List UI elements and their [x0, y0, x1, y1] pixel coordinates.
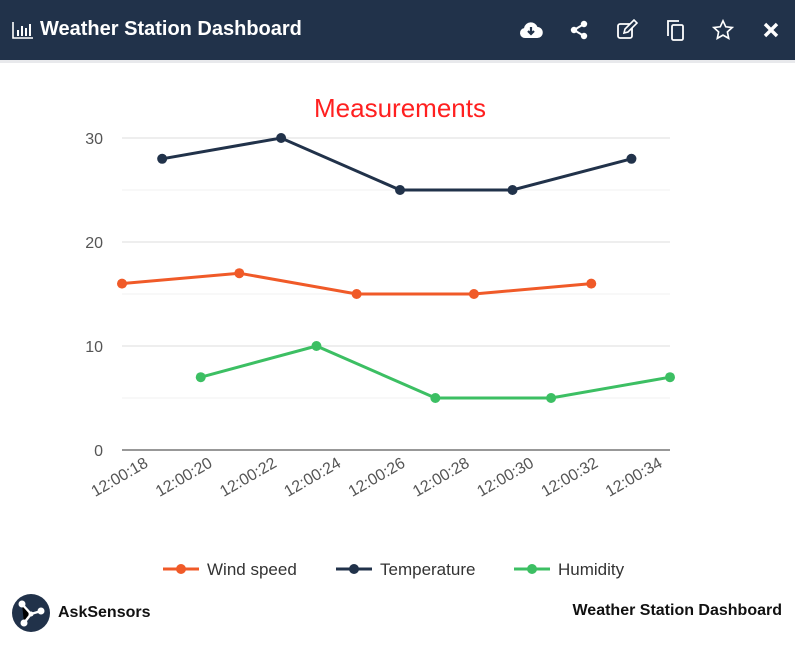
- data-point: [430, 393, 441, 403]
- close-icon[interactable]: [759, 18, 783, 42]
- data-point: [546, 393, 557, 403]
- legend-swatch-marker: [349, 564, 359, 574]
- y-tick-label: 20: [85, 235, 103, 252]
- chart-title: Measurements: [314, 93, 486, 123]
- window-title: Weather Station Dashboard: [12, 18, 302, 41]
- y-tick-label: 0: [94, 443, 103, 460]
- data-point: [626, 153, 637, 164]
- legend-item-label[interactable]: Humidity: [558, 560, 625, 579]
- data-point: [507, 185, 518, 195]
- legend-swatch-marker: [176, 564, 186, 574]
- series-line-humidity: [200, 344, 671, 400]
- data-point: [157, 153, 168, 164]
- x-tick-label: 12:00:24: [282, 455, 345, 501]
- asksensors-logo[interactable]: AskSensors: [12, 594, 151, 632]
- y-tick-label: 30: [85, 131, 103, 148]
- x-tick-label: 12:00:34: [603, 455, 666, 501]
- header-divider: [0, 60, 795, 63]
- data-point: [117, 278, 127, 289]
- legend-swatch-marker: [527, 564, 537, 574]
- x-tick-label: 12:00:28: [410, 455, 473, 501]
- brand-name: AskSensors: [58, 604, 151, 621]
- cloud-download-icon[interactable]: [519, 18, 543, 42]
- logo-icon: [12, 594, 50, 632]
- star-icon[interactable]: [711, 18, 735, 42]
- x-tick-label: 12:00:18: [89, 455, 152, 501]
- series-line-temperature: [161, 136, 632, 192]
- x-tick-label: 12:00:32: [539, 455, 602, 501]
- x-tick-label: 12:00:26: [346, 455, 409, 501]
- legend-item-label[interactable]: Temperature: [380, 560, 475, 579]
- share-icon[interactable]: [567, 18, 591, 42]
- data-point: [351, 289, 362, 299]
- data-point: [395, 185, 406, 195]
- bar-chart-icon: [12, 21, 33, 39]
- x-tick-label: 12:00:30: [474, 455, 537, 501]
- data-point: [276, 133, 287, 143]
- data-point: [234, 268, 245, 279]
- data-point: [468, 289, 479, 299]
- legend-item-label[interactable]: Wind speed: [207, 560, 297, 579]
- x-tick-label: 12:00:20: [153, 455, 216, 501]
- data-point: [311, 341, 322, 351]
- x-tick-label: 12:00:22: [217, 455, 280, 501]
- edit-icon[interactable]: [615, 18, 639, 42]
- data-point: [665, 372, 675, 383]
- dashboard-title: Weather Station Dashboard: [40, 18, 302, 40]
- header-bar: Weather Station Dashboard: [0, 0, 795, 60]
- y-tick-label: 10: [85, 339, 103, 356]
- data-point: [195, 372, 206, 383]
- data-point: [586, 278, 597, 289]
- copy-icon[interactable]: [663, 18, 687, 42]
- footer-title: Weather Station Dashboard: [572, 602, 782, 619]
